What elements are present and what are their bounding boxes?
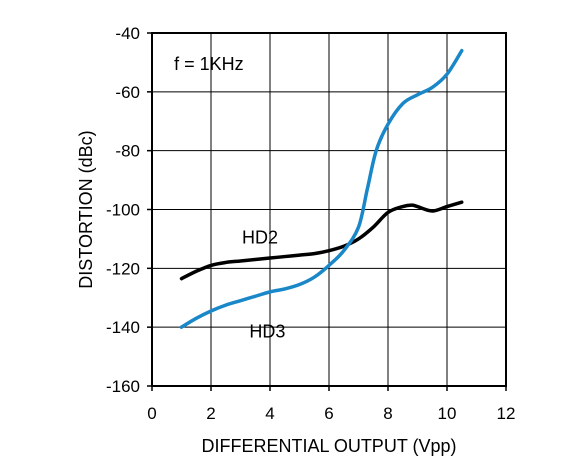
plot-frame — [151, 32, 507, 387]
x-tick-label: 0 — [147, 404, 156, 423]
x-axis-title: DIFFERENTIAL OUTPUT (Vpp) — [201, 436, 456, 456]
x-tick-label: 8 — [383, 404, 392, 423]
x-tick-labels: 0 2 4 6 8 10 12 — [147, 404, 515, 423]
y-tick-label: -140 — [106, 318, 140, 337]
y-tick-label: -60 — [115, 83, 140, 102]
condition-annotation: f = 1KHz — [174, 54, 244, 74]
x-tick-label: 10 — [438, 404, 457, 423]
series-line-hd2 — [179, 200, 464, 281]
y-tick-labels: -40 -60 -80 -100 -120 -140 -160 — [106, 24, 140, 396]
hd3-label: HD3 — [249, 321, 285, 341]
y-tick-label: -120 — [106, 259, 140, 278]
y-axis-title: DISTORTION (dBc) — [76, 130, 96, 288]
x-tick-label: 2 — [206, 404, 215, 423]
x-tick-label: 6 — [324, 404, 333, 423]
y-tick-label: -160 — [106, 377, 140, 396]
series-line-hd3 — [179, 48, 464, 329]
y-tick-label: -80 — [115, 142, 140, 161]
y-tick-label: -40 — [115, 24, 140, 43]
y-tick-label: -100 — [106, 201, 140, 220]
hd2-label: HD2 — [242, 227, 278, 247]
x-tick-label: 12 — [497, 404, 516, 423]
x-tick-label: 4 — [265, 404, 274, 423]
series-layer — [179, 48, 464, 329]
grid — [147, 32, 507, 391]
